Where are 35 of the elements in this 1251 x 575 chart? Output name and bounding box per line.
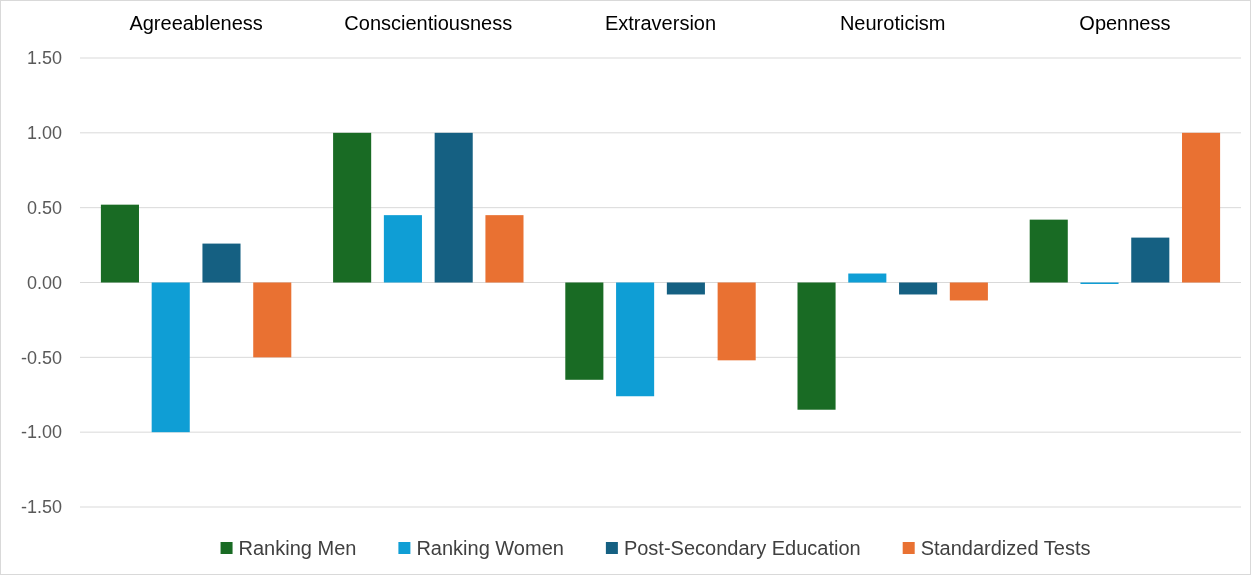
bar <box>1131 237 1170 283</box>
bar <box>565 282 604 380</box>
legend-label: Ranking Women <box>416 537 564 559</box>
bar <box>717 282 756 361</box>
y-tick-label: 0.00 <box>26 272 62 293</box>
y-tick-label: 0.50 <box>26 197 62 218</box>
bar <box>485 215 524 283</box>
bar <box>434 132 473 283</box>
x-tick-label: Neuroticism <box>839 12 946 34</box>
bar <box>333 132 372 283</box>
y-tick-label: -0.50 <box>20 347 62 368</box>
y-tick-label: -1.50 <box>20 497 62 518</box>
bar <box>616 282 655 397</box>
y-tick-label: 1.50 <box>26 48 62 69</box>
y-tick-label: 1.00 <box>26 123 62 144</box>
legend-label: Post-Secondary Education <box>623 537 861 559</box>
legend-label: Ranking Men <box>238 537 357 559</box>
bar <box>253 282 292 358</box>
x-tick-label: Extraversion <box>604 12 717 34</box>
bar <box>797 282 836 410</box>
x-tick-label: Agreeableness <box>129 12 263 34</box>
y-tick-label: -1.00 <box>20 422 62 443</box>
x-tick-label: Conscientiousness <box>344 12 513 34</box>
bar <box>848 273 887 283</box>
bar <box>1182 132 1221 283</box>
bar <box>151 282 190 433</box>
bar <box>383 215 422 283</box>
bar <box>1029 219 1068 283</box>
x-tick-label: Openness <box>1079 12 1171 34</box>
bar <box>899 282 938 295</box>
bar <box>949 282 988 301</box>
bar <box>666 282 705 295</box>
bar <box>100 204 139 283</box>
bar <box>202 243 241 283</box>
legend-label: Standardized Tests <box>920 537 1091 559</box>
